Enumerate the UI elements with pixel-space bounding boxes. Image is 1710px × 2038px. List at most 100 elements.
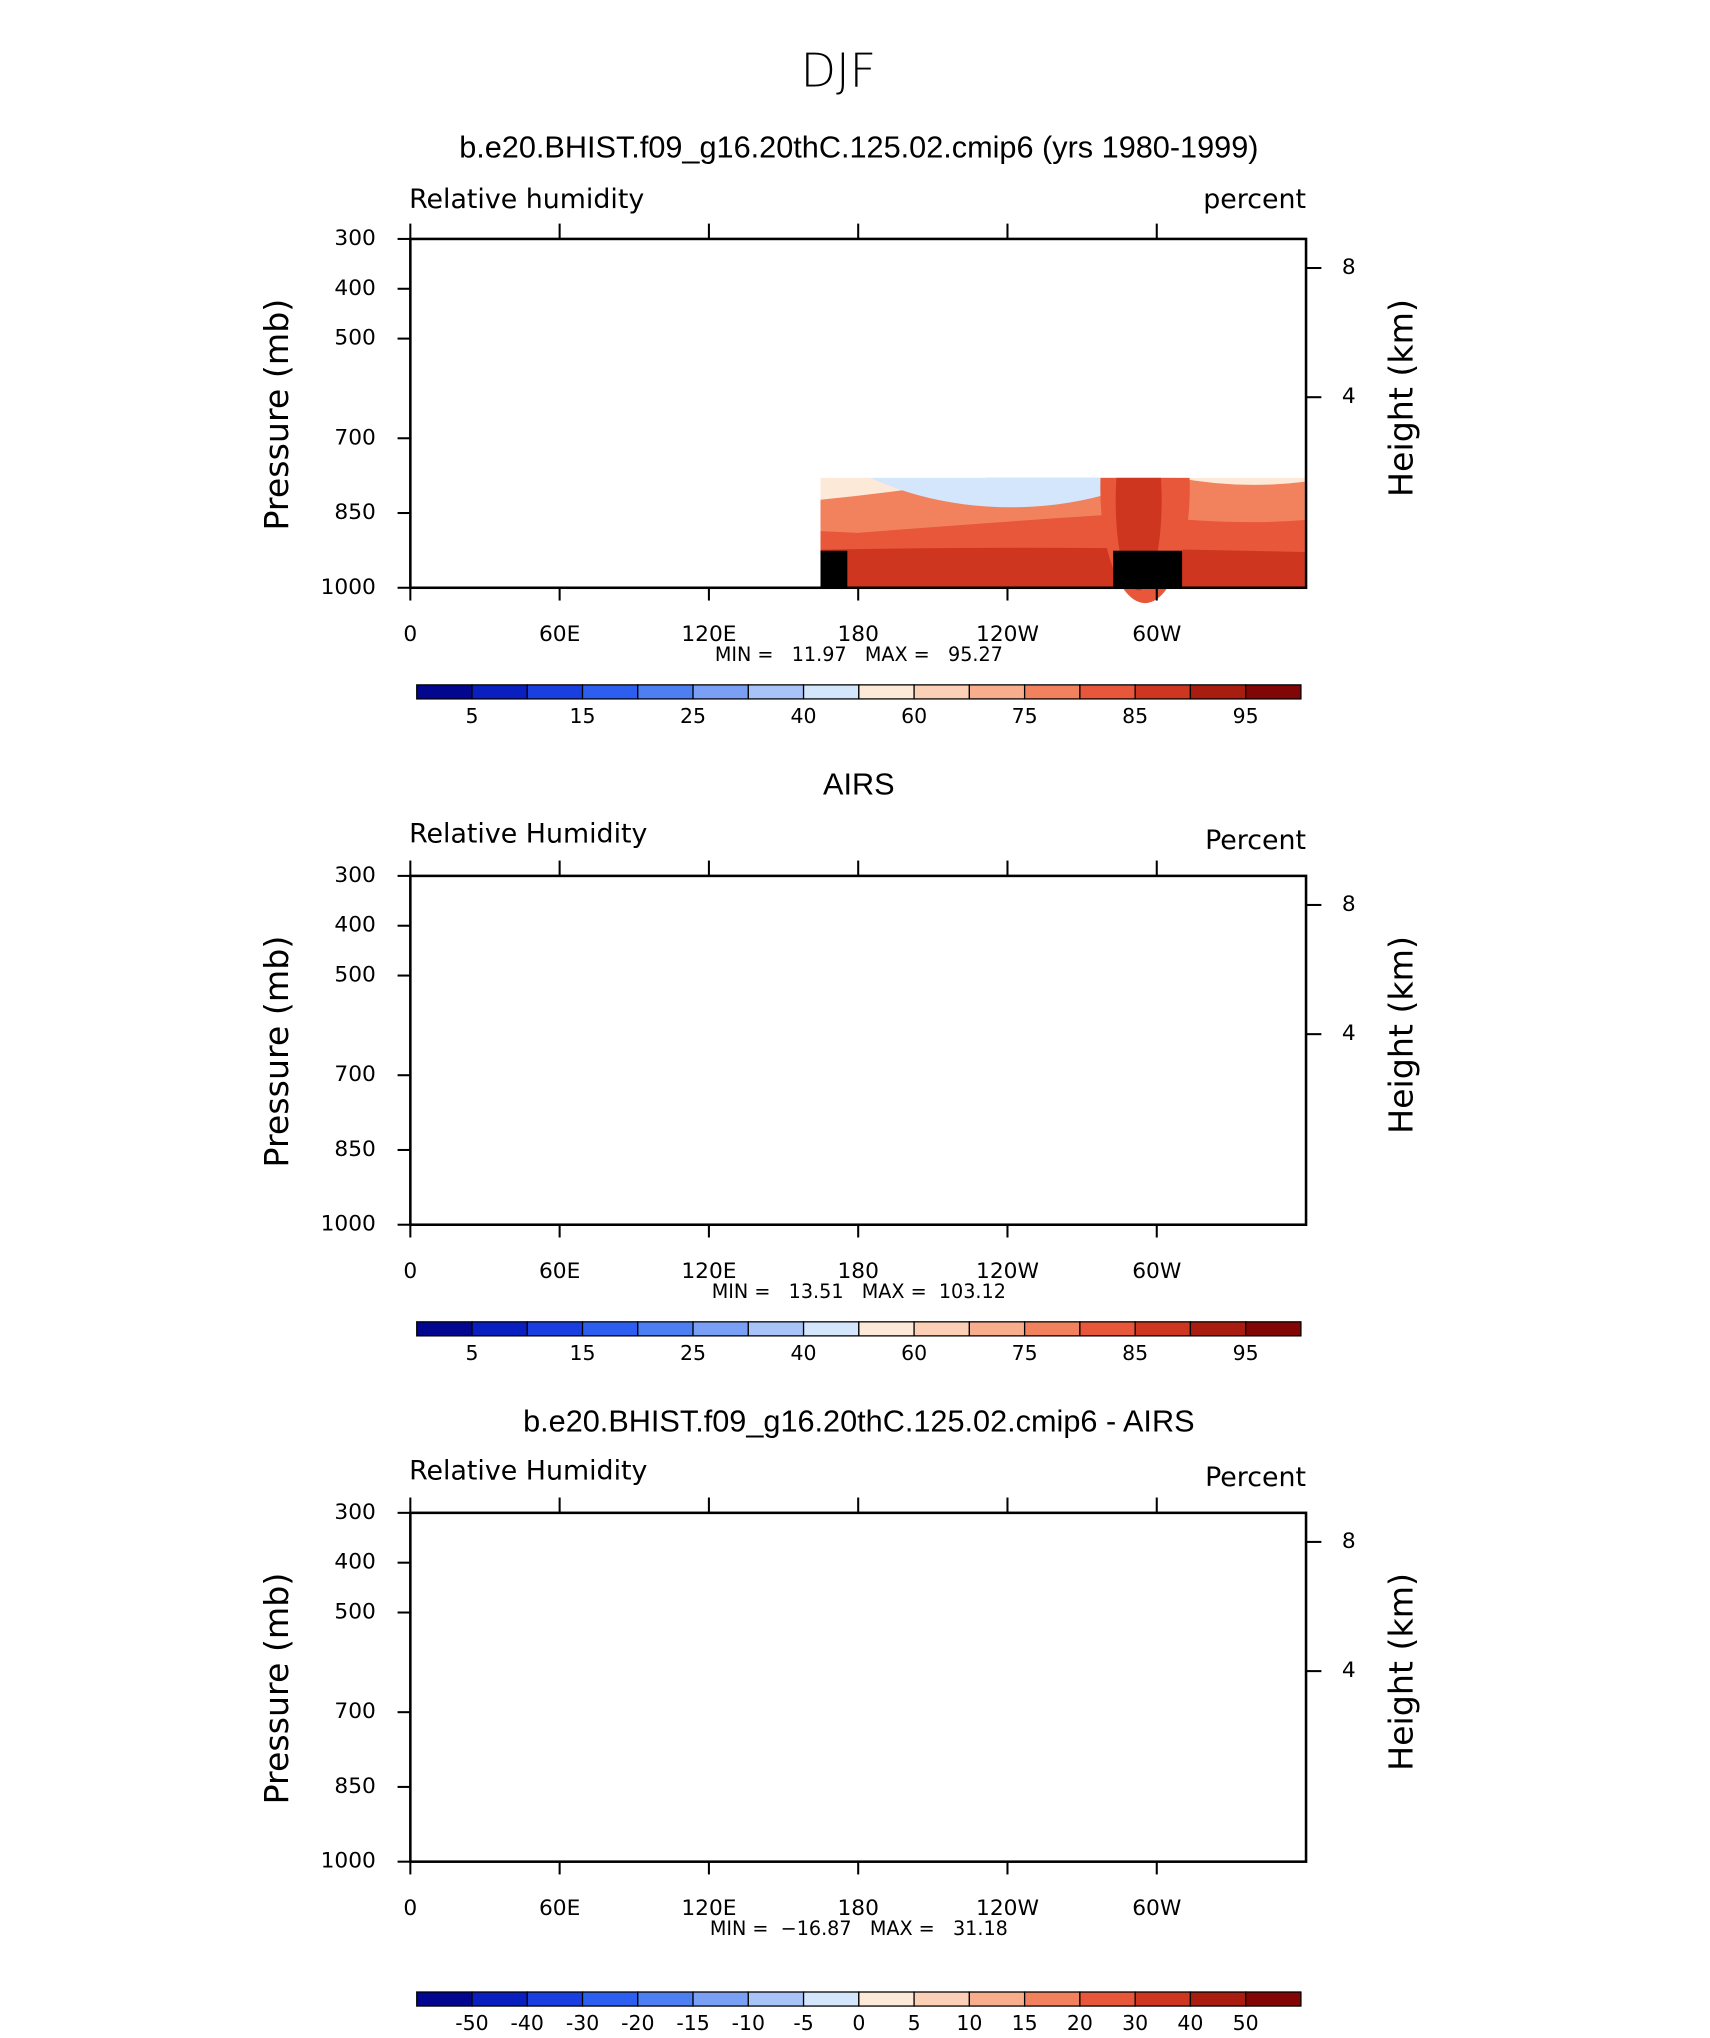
panel-title: b.e20.BHIST.f09_g16.20thC.125.02.cmip6 (… — [459, 131, 1258, 165]
units-label: Percent — [1205, 1462, 1306, 1493]
y2-tick-label: 4 — [1342, 1658, 1356, 1683]
topography — [477, 1188, 500, 1225]
x-tick-label: 60W — [1132, 1259, 1181, 1284]
colorbar-label: 95 — [1233, 1341, 1259, 1365]
contour-fill — [359, 1475, 793, 1858]
contour-fill — [1247, 850, 1324, 1054]
y-tick-label: 400 — [334, 913, 375, 938]
contour-fill — [743, 1536, 858, 1592]
contour-fill — [672, 1475, 787, 1782]
contour-fill — [1241, 233, 1313, 348]
colorbar-label: 40 — [791, 1341, 817, 1365]
x-tick-label: 180 — [837, 622, 878, 647]
colorbar-box — [1023, 684, 1081, 700]
contour-fill — [532, 1172, 1305, 1224]
x-tick-label: 120W — [976, 1259, 1039, 1284]
contour-field — [438, 233, 1313, 604]
colorbar-label: 60 — [901, 1341, 927, 1365]
colorbar-box — [416, 684, 473, 700]
colorbar-box — [747, 1991, 805, 2007]
colorbar-box — [637, 684, 694, 700]
colorbar-label: 5 — [908, 2011, 921, 2035]
colorbar-label: 95 — [1233, 704, 1259, 728]
y-tick-label: 850 — [334, 1774, 375, 1799]
contour-fill — [660, 264, 762, 596]
colorbar-box — [471, 1321, 528, 1337]
contour-fill — [1024, 280, 1113, 357]
colorbar-box — [968, 684, 1026, 700]
colorbar-box — [1134, 684, 1192, 700]
contour-fill — [909, 1761, 1062, 1807]
topography — [438, 551, 513, 588]
colorbar-box — [471, 1991, 528, 2007]
colorbar-box — [1023, 1321, 1081, 1337]
colorbar-label: -5 — [793, 2011, 813, 2035]
colorbar-box — [1189, 1991, 1247, 2007]
y-tick-label: 400 — [334, 1550, 375, 1575]
colorbar-box — [526, 1321, 584, 1337]
x-tick-label: 180 — [837, 1259, 878, 1284]
contour-fill — [813, 1720, 1184, 1843]
y-tick-label: 300 — [334, 1500, 375, 1525]
contour-fill — [1260, 1532, 1298, 1596]
contour-fill — [589, 1538, 691, 1640]
y-axis-label: Pressure (mb) — [257, 299, 296, 531]
colorbar-box — [1134, 1321, 1192, 1337]
contour-fill — [410, 998, 1304, 1225]
colorbar-box — [1079, 1321, 1136, 1337]
topography — [660, 1825, 673, 1862]
colorbar-label: 10 — [956, 2011, 982, 2035]
x-tick-label: 120E — [681, 622, 736, 647]
y-tick-label: 1000 — [321, 1849, 376, 1874]
colorbar-label: 25 — [680, 1341, 706, 1365]
colorbar-label: 60 — [901, 704, 927, 728]
min-max: MIN = −16.87 MAX = 31.18 — [710, 1917, 1008, 1940]
colorbar-box — [692, 1321, 749, 1337]
min-max: MIN = 11.97 MAX = 95.27 — [715, 643, 1003, 666]
colorbar-box — [1134, 1991, 1192, 2007]
contour-field — [359, 1455, 1317, 1861]
colorbar-box — [1245, 1991, 1302, 2007]
contour-fill — [525, 1125, 1304, 1225]
contour-fill — [768, 1692, 1254, 1858]
colorbar-box — [1189, 1321, 1247, 1337]
y-axis-label: Pressure (mb) — [257, 936, 296, 1168]
contour-fill — [481, 844, 545, 1036]
y-tick-label: 700 — [334, 1699, 375, 1724]
colorbar-box — [637, 1991, 694, 2007]
panel-title: b.e20.BHIST.f09_g16.20thC.125.02.cmip6 -… — [523, 1404, 1194, 1438]
x-tick-label: 0 — [403, 1259, 417, 1284]
colorbar-box — [968, 1991, 1026, 2007]
y-tick-label: 500 — [334, 1600, 375, 1625]
contour-fill — [1094, 1564, 1171, 1845]
y2-tick-label: 4 — [1342, 1021, 1356, 1046]
x-tick-label: 60E — [539, 1896, 580, 1921]
contour-fill — [1057, 889, 1088, 953]
colorbar-label: 25 — [680, 704, 706, 728]
x-tick-label: 120E — [681, 1896, 736, 1921]
y-tick-label: 500 — [334, 326, 375, 351]
colorbar-box — [858, 1991, 915, 2007]
y2-tick-label: 8 — [1342, 1529, 1356, 1554]
units-label: Percent — [1205, 825, 1306, 856]
contour-fill — [410, 876, 1306, 1225]
topography — [479, 514, 501, 551]
x-tick-label: 60W — [1132, 1896, 1181, 1921]
x-tick-label: 0 — [403, 622, 417, 647]
y-tick-label: 850 — [334, 1137, 375, 1162]
topography — [820, 550, 848, 588]
y-tick-label: 500 — [334, 963, 375, 988]
colorbar-box — [581, 1991, 639, 2007]
contour-fill — [870, 831, 1228, 1099]
colorbar-label: 15 — [1012, 2011, 1038, 2035]
colorbar-box — [1023, 1991, 1081, 2007]
colorbar-label: 5 — [465, 1341, 478, 1365]
variable-label: Relative humidity — [409, 184, 644, 215]
colorbar-box — [637, 1321, 694, 1337]
colorbar-label: -20 — [621, 2011, 654, 2035]
colorbar-box — [416, 1321, 473, 1337]
colorbar-box — [692, 684, 749, 700]
contour-fill — [495, 258, 531, 335]
